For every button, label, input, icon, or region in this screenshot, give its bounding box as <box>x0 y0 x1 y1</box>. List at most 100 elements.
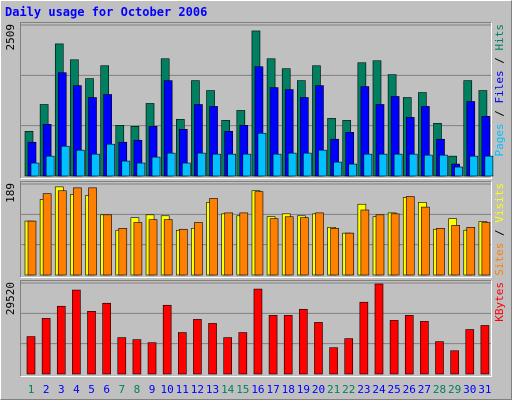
x-tick-label: 22 <box>342 383 355 396</box>
legend-separator: / <box>493 51 506 71</box>
x-tick-label: 24 <box>372 383 386 396</box>
bar <box>299 308 308 375</box>
bar <box>421 206 430 276</box>
x-tick-label: 27 <box>418 383 431 396</box>
bar <box>41 318 51 375</box>
bar <box>359 301 369 375</box>
bar <box>257 132 267 177</box>
y-tick-label: 29520 <box>4 282 17 315</box>
x-tick-label: 13 <box>206 383 219 396</box>
bar <box>344 338 354 375</box>
x-tick-label: 12 <box>191 383 204 396</box>
bar <box>268 315 278 375</box>
y-tick-label: 2509 <box>4 24 17 51</box>
bar <box>469 155 479 177</box>
bar <box>178 332 187 375</box>
bar <box>333 161 342 177</box>
bar <box>242 153 252 177</box>
bar <box>133 222 143 276</box>
bar <box>435 341 444 375</box>
bar <box>132 339 142 375</box>
legend: Sites / Visits <box>493 183 506 276</box>
panel-edge <box>20 280 492 377</box>
bar <box>330 227 339 276</box>
bar <box>269 218 279 276</box>
bar <box>57 190 67 276</box>
x-tick-label: 7 <box>118 383 125 396</box>
bar <box>26 336 36 375</box>
bar <box>374 283 384 375</box>
bar <box>329 347 338 375</box>
bar <box>45 155 55 177</box>
bar <box>56 305 66 375</box>
bar <box>73 187 82 276</box>
x-tick-label: 17 <box>266 383 279 396</box>
bar <box>30 162 40 177</box>
x-tick-label: 28 <box>433 383 446 396</box>
x-tick-label: 9 <box>149 383 156 396</box>
x-tick-label: 21 <box>327 383 340 396</box>
bar <box>284 216 294 276</box>
bar <box>318 149 327 177</box>
bar <box>424 154 433 177</box>
bar <box>390 213 400 276</box>
legend: KBytes <box>493 282 506 322</box>
bar <box>88 187 97 276</box>
bar <box>194 222 203 276</box>
bar <box>72 289 81 375</box>
x-tick-label: 10 <box>161 383 174 396</box>
x-tick-label: 2 <box>43 383 50 396</box>
bar <box>408 153 418 177</box>
legend: Pages / Files / Hits <box>493 24 506 157</box>
bar <box>348 163 358 177</box>
y-tick-label: 189 <box>4 183 17 203</box>
bar <box>197 152 206 177</box>
bar <box>389 320 399 375</box>
x-tick-label: 1 <box>28 383 35 396</box>
bar <box>465 329 475 375</box>
bar <box>481 222 491 276</box>
bar <box>480 325 490 375</box>
legend-entry: Sites <box>493 243 506 276</box>
chart-title: Daily usage for October 2006 <box>5 5 207 19</box>
bar <box>378 153 388 177</box>
bar <box>239 212 249 276</box>
bar <box>224 212 233 276</box>
bar <box>466 227 476 276</box>
bar <box>91 153 100 177</box>
bar <box>209 198 218 276</box>
bar <box>136 162 146 177</box>
x-tick-label: 16 <box>251 383 264 396</box>
bar <box>147 342 157 375</box>
bar <box>102 302 111 375</box>
x-tick-label: 30 <box>463 383 476 396</box>
x-tick-label: 19 <box>297 383 310 396</box>
legend-entry: Visits <box>493 183 506 223</box>
x-tick-label: 4 <box>73 383 80 396</box>
bar <box>451 225 460 276</box>
bar <box>238 332 248 375</box>
bar <box>345 232 355 276</box>
bar <box>283 315 293 375</box>
bar <box>118 227 128 276</box>
bar <box>360 209 370 276</box>
panel-edge <box>20 22 492 179</box>
x-tick-label: 15 <box>236 383 249 396</box>
x-tick-label: 11 <box>176 383 189 396</box>
bar <box>148 219 158 276</box>
bar <box>227 153 236 177</box>
bar <box>300 217 309 276</box>
legend-entry: Pages <box>493 123 506 156</box>
bar <box>315 212 324 276</box>
panel-edge <box>20 181 492 278</box>
bar <box>420 321 429 375</box>
bar <box>117 337 127 375</box>
bar <box>166 152 176 177</box>
legend-entry: Files <box>493 70 506 103</box>
x-tick-label: 29 <box>448 383 461 396</box>
bar <box>121 160 131 177</box>
x-tick-label: 8 <box>134 383 141 396</box>
bar <box>439 154 448 177</box>
